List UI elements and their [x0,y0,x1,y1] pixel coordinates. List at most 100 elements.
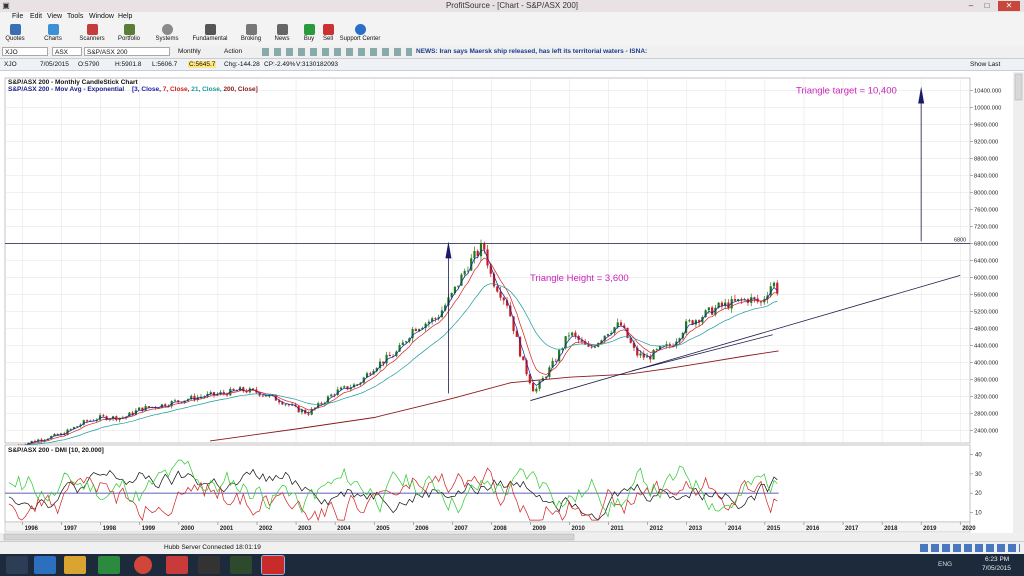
broking-icon [245,24,257,35]
y-tick-label: 7200.000 [974,225,998,231]
symbol-code-input[interactable]: XJO [2,47,48,56]
y-tick-label: 3600.000 [974,377,998,383]
profitsource-task-icon[interactable] [261,555,285,575]
quotes-button[interactable]: Quotes [4,24,26,42]
period-dropdown[interactable]: Monthly [178,48,201,55]
candle-body [512,316,515,332]
candle-body [209,392,212,394]
ma-3-line [18,249,778,446]
scanners-button[interactable]: Scanners [78,24,106,42]
broking-button[interactable]: Broking [238,24,264,42]
menu-help[interactable]: Help [118,13,133,20]
candle-body [483,243,486,250]
x-tick-label: 2008 [493,526,507,532]
charts-button[interactable]: Charts [42,24,64,42]
language-indicator[interactable]: ENG [938,561,953,568]
fundamental-button[interactable]: Fundamental [192,24,228,42]
menu-edit[interactable]: Edit [30,13,43,20]
candle-body [300,409,304,413]
y-tick-label: 9600.000 [974,123,998,129]
candle-body [603,335,606,341]
candle-body [69,429,72,430]
horizontal-scroll-thumb[interactable] [3,533,575,541]
x-tick-label: 1999 [142,526,156,532]
portfolio-button[interactable]: Portfolio [116,24,142,42]
candle-body [505,300,509,306]
action-dropdown[interactable]: Action [224,48,243,55]
candle-body [102,415,105,417]
menu-file[interactable]: File [12,13,24,20]
candle-body [587,344,590,347]
candle-body [567,335,570,337]
candle-body [369,373,372,375]
candle-body [616,322,619,328]
candle-body [147,406,151,408]
candle-body [437,317,440,319]
price-chart[interactable]: 6800 Triangle target = 10,400 Triangle Hei… [0,72,1024,541]
candle-body [346,386,349,390]
candle-body [668,344,671,347]
menu-window[interactable]: Window [89,13,114,20]
symbol-bar: XJO ASX S&P/ASX 200 Monthly Action NEWS:… [0,46,1024,59]
file-explorer-icon[interactable] [64,556,86,574]
chart-tools-icons[interactable] [262,48,412,56]
scrollbar-thumb[interactable] [1014,73,1023,101]
x-tick-label: 2004 [337,526,351,532]
close-button[interactable]: ✕ [998,1,1020,11]
gv-app-icon[interactable] [230,556,252,574]
candle-body [681,332,684,339]
ma-200-line [210,350,779,442]
dmi-title: S&P/ASX 200 - DMI [10, 20.000] [8,447,104,454]
excel-icon[interactable] [98,556,120,574]
buy-button[interactable]: Buy [300,24,318,42]
y-tick-label: 5600.000 [974,292,998,298]
candle-body [554,360,557,362]
zoom-controls[interactable] [920,544,1020,552]
internet-explorer-icon[interactable] [34,556,56,574]
menu-tools[interactable]: Tools [67,13,84,20]
candle-body [333,394,336,396]
news-icon [276,24,288,35]
minimize-button[interactable]: – [968,1,974,10]
rising-trendline [530,274,961,401]
candle-body [320,403,323,405]
y-tick-label: 8400.000 [974,174,998,180]
show-last-checkbox[interactable]: Show Last [970,61,1001,68]
x-tick-label: 2001 [220,526,234,532]
candle-body [177,400,180,402]
x-tick-label: 2013 [689,526,703,532]
x-tick-label: 2007 [454,526,468,532]
exchange-select[interactable]: ASX [52,47,82,56]
news-ticker[interactable]: NEWS: Iran says Maersk ship released, ha… [416,48,648,55]
candle-body [538,381,541,389]
chrome-icon[interactable] [134,556,152,574]
candle-body [450,292,453,298]
candle-body [414,329,417,332]
candle-body [457,285,460,287]
support-center-button[interactable]: Support Center [338,24,382,42]
x-tick-label: 2006 [415,526,429,532]
symbol-name-field[interactable]: S&P/ASX 200 [84,47,170,56]
candle-body [515,331,518,337]
sell-button[interactable]: Sell [319,24,337,42]
windows-start-icon[interactable] [6,556,28,574]
maximize-button[interactable]: □ [984,1,990,10]
candle-body [222,392,225,394]
candle-body [76,426,79,428]
news-button[interactable]: News [272,24,292,42]
candle-body [545,376,548,379]
dmi-y-tick-label: 20 [975,491,982,497]
candle-body [737,299,740,301]
fundamental-icon [204,24,216,35]
dmi-panel [4,444,971,523]
systems-button[interactable]: Systems [154,24,180,42]
pdf-icon[interactable] [166,556,188,574]
app-icon-generic[interactable] [198,556,220,574]
candle-body [750,297,753,303]
candle-body [548,367,551,377]
candle-body [164,404,167,407]
candle-body [251,388,255,390]
menu-view[interactable]: View [47,13,63,20]
vertical-scrollbar[interactable] [1013,72,1024,541]
candle-body [424,323,427,328]
